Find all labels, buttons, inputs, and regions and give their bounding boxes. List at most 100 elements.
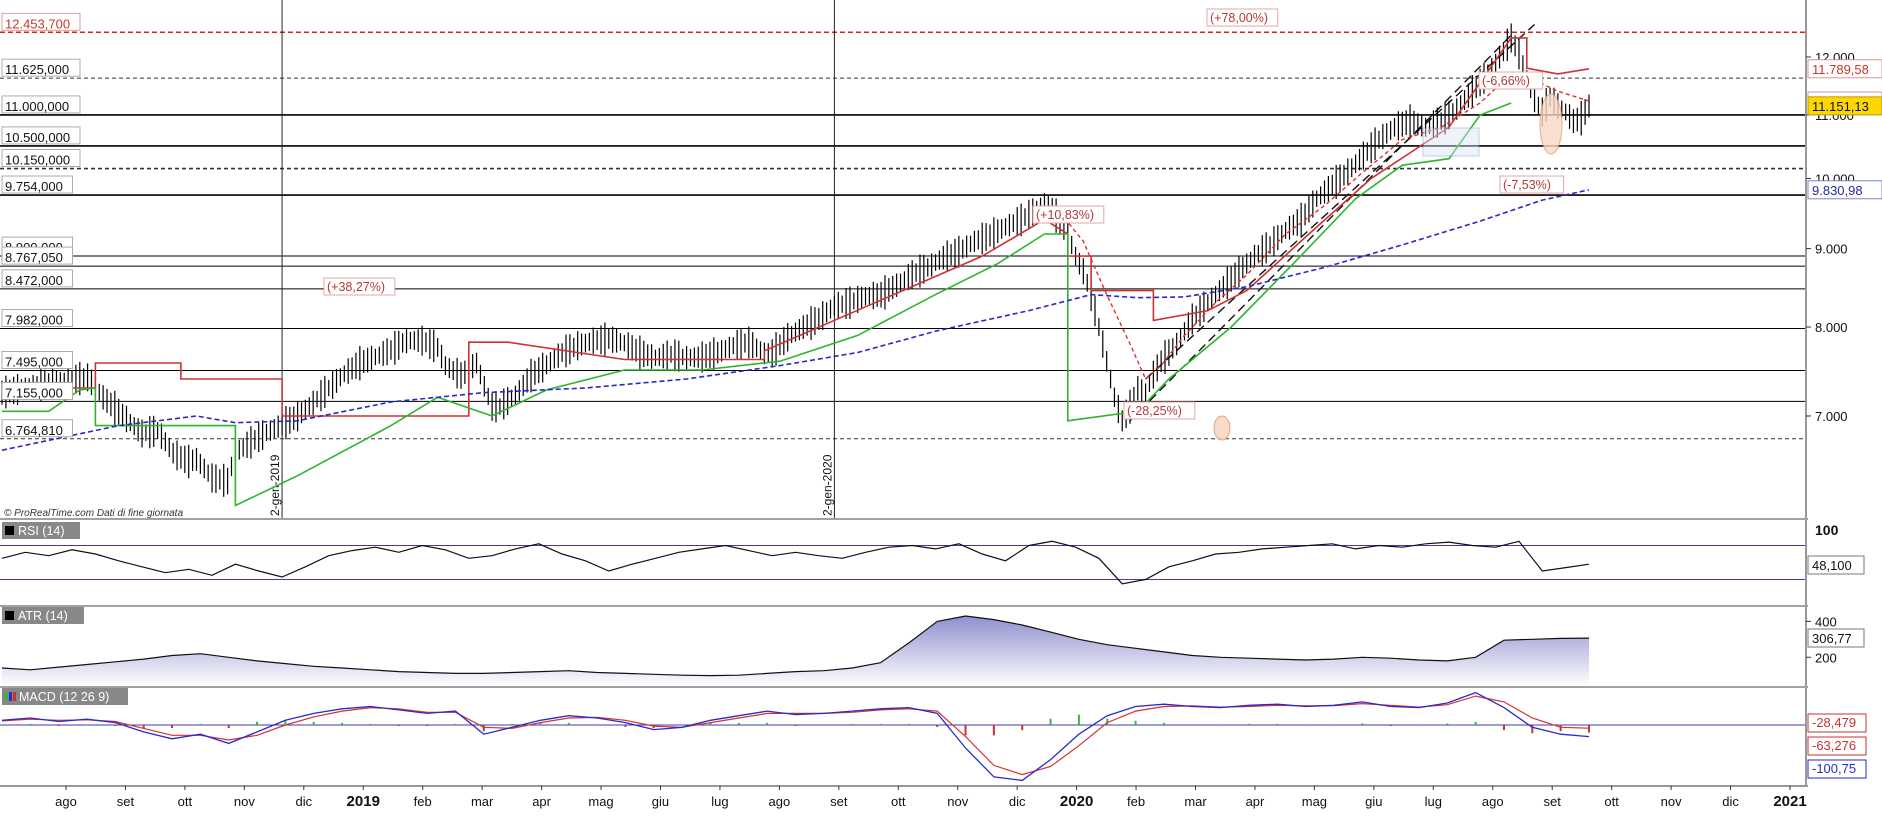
annotation-box	[1499, 175, 1565, 194]
rsi-title-box	[2, 522, 80, 539]
time-axis-label: feb	[1127, 794, 1145, 809]
annotation-label: (-6,66%)	[1482, 74, 1530, 88]
annotation-label: (-7,53%)	[1503, 178, 1551, 192]
consolidation-box	[1422, 127, 1480, 157]
atr-axis-label: 400	[1815, 614, 1837, 629]
channel-line	[1145, 23, 1536, 380]
atr-value-label: 306,77	[1812, 631, 1852, 646]
level-label-box	[1, 309, 73, 327]
support-trail-line	[2, 102, 1512, 507]
time-axis-label: nov	[1661, 794, 1682, 809]
macd-value-tag	[1807, 713, 1867, 733]
level-label-box	[1, 149, 81, 167]
time-axis-label: 2019	[347, 793, 380, 810]
atr-swatch	[5, 611, 14, 620]
price-axis-label: 8.000	[1815, 320, 1848, 335]
macd-value-tag	[1807, 736, 1867, 756]
time-axis-label: dic	[1722, 794, 1739, 809]
price-value-tag	[1807, 96, 1882, 116]
level-label: 8.472,000	[5, 273, 63, 288]
macd-title-box	[2, 688, 128, 705]
annotation-box	[1206, 8, 1279, 27]
atr-value-tag	[1807, 628, 1865, 648]
macd-swatch-green	[5, 692, 8, 701]
price-value-label: 9.830,98	[1812, 183, 1863, 198]
time-axis-label: ago	[769, 794, 791, 809]
macd-value-label: -28,479	[1812, 715, 1856, 730]
atr-panel: ATR (14) 400 200 306,77	[0, 605, 1865, 686]
signal-line	[1, 695, 1590, 776]
level-label-box	[1, 175, 73, 194]
rsi-axis-label: 100	[1815, 522, 1839, 538]
time-axis: ago set ott nov dic 2019 feb mar apr mag giu lug ago…	[0, 785, 1808, 810]
rsi-swatch	[5, 526, 14, 535]
price-axis-label: 7.000	[1815, 409, 1848, 424]
time-axis-label: mag	[1302, 794, 1327, 809]
time-axis-label: apr	[1246, 794, 1265, 809]
long-moving-average-line	[1, 189, 1590, 451]
time-axis-label: ott	[891, 794, 906, 809]
annotation-label: (+78,00%)	[1210, 11, 1268, 25]
level-label: 8.767,050	[5, 250, 63, 265]
price-value-tag	[1807, 59, 1882, 79]
level-label-box	[1, 12, 81, 31]
time-axis-label: mar	[471, 794, 494, 809]
level-label: 6.764,810	[5, 423, 63, 438]
time-axis-label: nov	[234, 794, 255, 809]
atr-area	[2, 616, 1589, 686]
macd-title: MACD (12 26 9)	[19, 690, 109, 704]
macd-swatch-blue	[9, 692, 12, 701]
atr-title: ATR (14)	[18, 609, 68, 623]
time-axis-label: lug	[711, 794, 728, 809]
price-axis-label: 9.000	[1815, 242, 1848, 257]
atr-title-box	[2, 607, 84, 624]
short-moving-average-line	[1059, 73, 1590, 381]
time-axis-label: dic	[1009, 794, 1026, 809]
level-label: 7.982,000	[5, 313, 63, 328]
level-label-box	[1, 246, 73, 265]
rsi-line	[1, 540, 1590, 585]
time-axis-label: set	[830, 794, 848, 809]
annotation-box	[1123, 401, 1196, 420]
annotation-box	[323, 277, 396, 296]
level-label-box	[1, 419, 73, 438]
vertical-marker-label: 2-gen-2019	[268, 454, 282, 516]
low-highlight	[1213, 415, 1231, 441]
time-axis-label: 2021	[1773, 793, 1806, 810]
watermark: © ProRealTime.com Dati di fine giornata	[4, 508, 183, 519]
annotation-label: (-28,25%)	[1127, 404, 1182, 418]
level-label-box	[1, 351, 73, 369]
time-axis-label: apr	[532, 794, 551, 809]
macd-swatch-red	[13, 692, 16, 701]
macd-panel: MACD (12 26 9) -28,479 -63,276 -100,75	[0, 686, 1867, 785]
time-axis-label: giu	[1365, 794, 1382, 809]
price-value-label: 11.151,13	[1812, 99, 1869, 114]
time-axis-label: giu	[652, 794, 669, 809]
rsi-panel: RSI (14) 100 48,100	[0, 518, 1865, 605]
annotation-box	[1478, 71, 1544, 90]
macd-line	[1, 691, 1590, 782]
dip-highlight	[1539, 93, 1563, 155]
price-value-tag	[1807, 180, 1882, 200]
macd-value-label: -100,75	[1812, 761, 1856, 776]
level-label: 7.155,000	[5, 385, 63, 400]
level-label-box	[1, 126, 81, 145]
price-background	[0, 0, 1882, 518]
level-label: 10.150,000	[5, 153, 70, 168]
time-axis-label: mar	[1184, 794, 1207, 809]
level-label-box	[1, 382, 73, 400]
time-axis-label: dic	[295, 794, 312, 809]
rsi-value-tag	[1807, 555, 1865, 575]
annotation-label: (+38,27%)	[327, 280, 385, 294]
time-axis-label: ott	[178, 794, 193, 809]
time-axis-label: feb	[414, 794, 432, 809]
atr-line	[1, 615, 1590, 677]
annotation-label: (+10,83%)	[1036, 208, 1094, 222]
level-label-box	[1, 269, 73, 288]
time-axis-label: lug	[1425, 794, 1442, 809]
vertical-marker-label: 2-gen-2020	[820, 454, 834, 516]
time-axis-label: ago	[1482, 794, 1504, 809]
level-label: 11.000,000	[5, 99, 69, 114]
